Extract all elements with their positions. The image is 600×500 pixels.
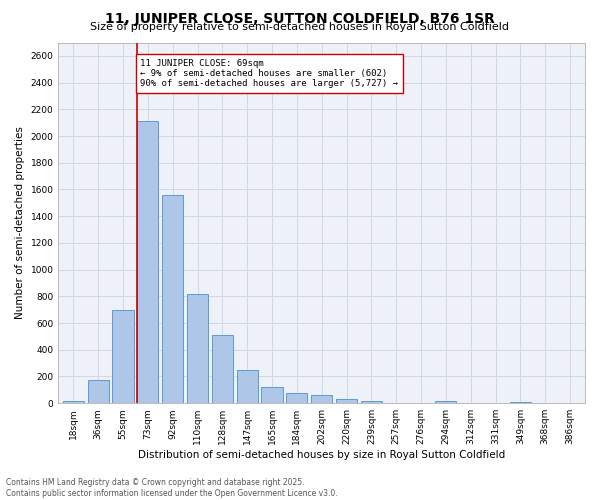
X-axis label: Distribution of semi-detached houses by size in Royal Sutton Coldfield: Distribution of semi-detached houses by …: [138, 450, 505, 460]
Y-axis label: Number of semi-detached properties: Number of semi-detached properties: [15, 126, 25, 320]
Bar: [137, 122, 158, 403]
Bar: [311, 395, 332, 403]
Text: Size of property relative to semi-detached houses in Royal Sutton Coldfield: Size of property relative to semi-detach…: [91, 22, 509, 32]
Text: 11 JUNIPER CLOSE: 69sqm
← 9% of semi-detached houses are smaller (602)
90% of se: 11 JUNIPER CLOSE: 69sqm ← 9% of semi-det…: [140, 58, 398, 88]
Bar: [63, 400, 84, 403]
Bar: [336, 399, 357, 403]
Bar: [436, 400, 457, 403]
Bar: [162, 195, 183, 403]
Bar: [187, 294, 208, 403]
Bar: [510, 402, 531, 403]
Bar: [262, 386, 283, 403]
Text: 11, JUNIPER CLOSE, SUTTON COLDFIELD, B76 1SR: 11, JUNIPER CLOSE, SUTTON COLDFIELD, B76…: [105, 12, 495, 26]
Bar: [112, 310, 134, 403]
Bar: [212, 335, 233, 403]
Bar: [286, 392, 307, 403]
Bar: [88, 380, 109, 403]
Bar: [236, 370, 258, 403]
Text: Contains HM Land Registry data © Crown copyright and database right 2025.
Contai: Contains HM Land Registry data © Crown c…: [6, 478, 338, 498]
Bar: [361, 400, 382, 403]
